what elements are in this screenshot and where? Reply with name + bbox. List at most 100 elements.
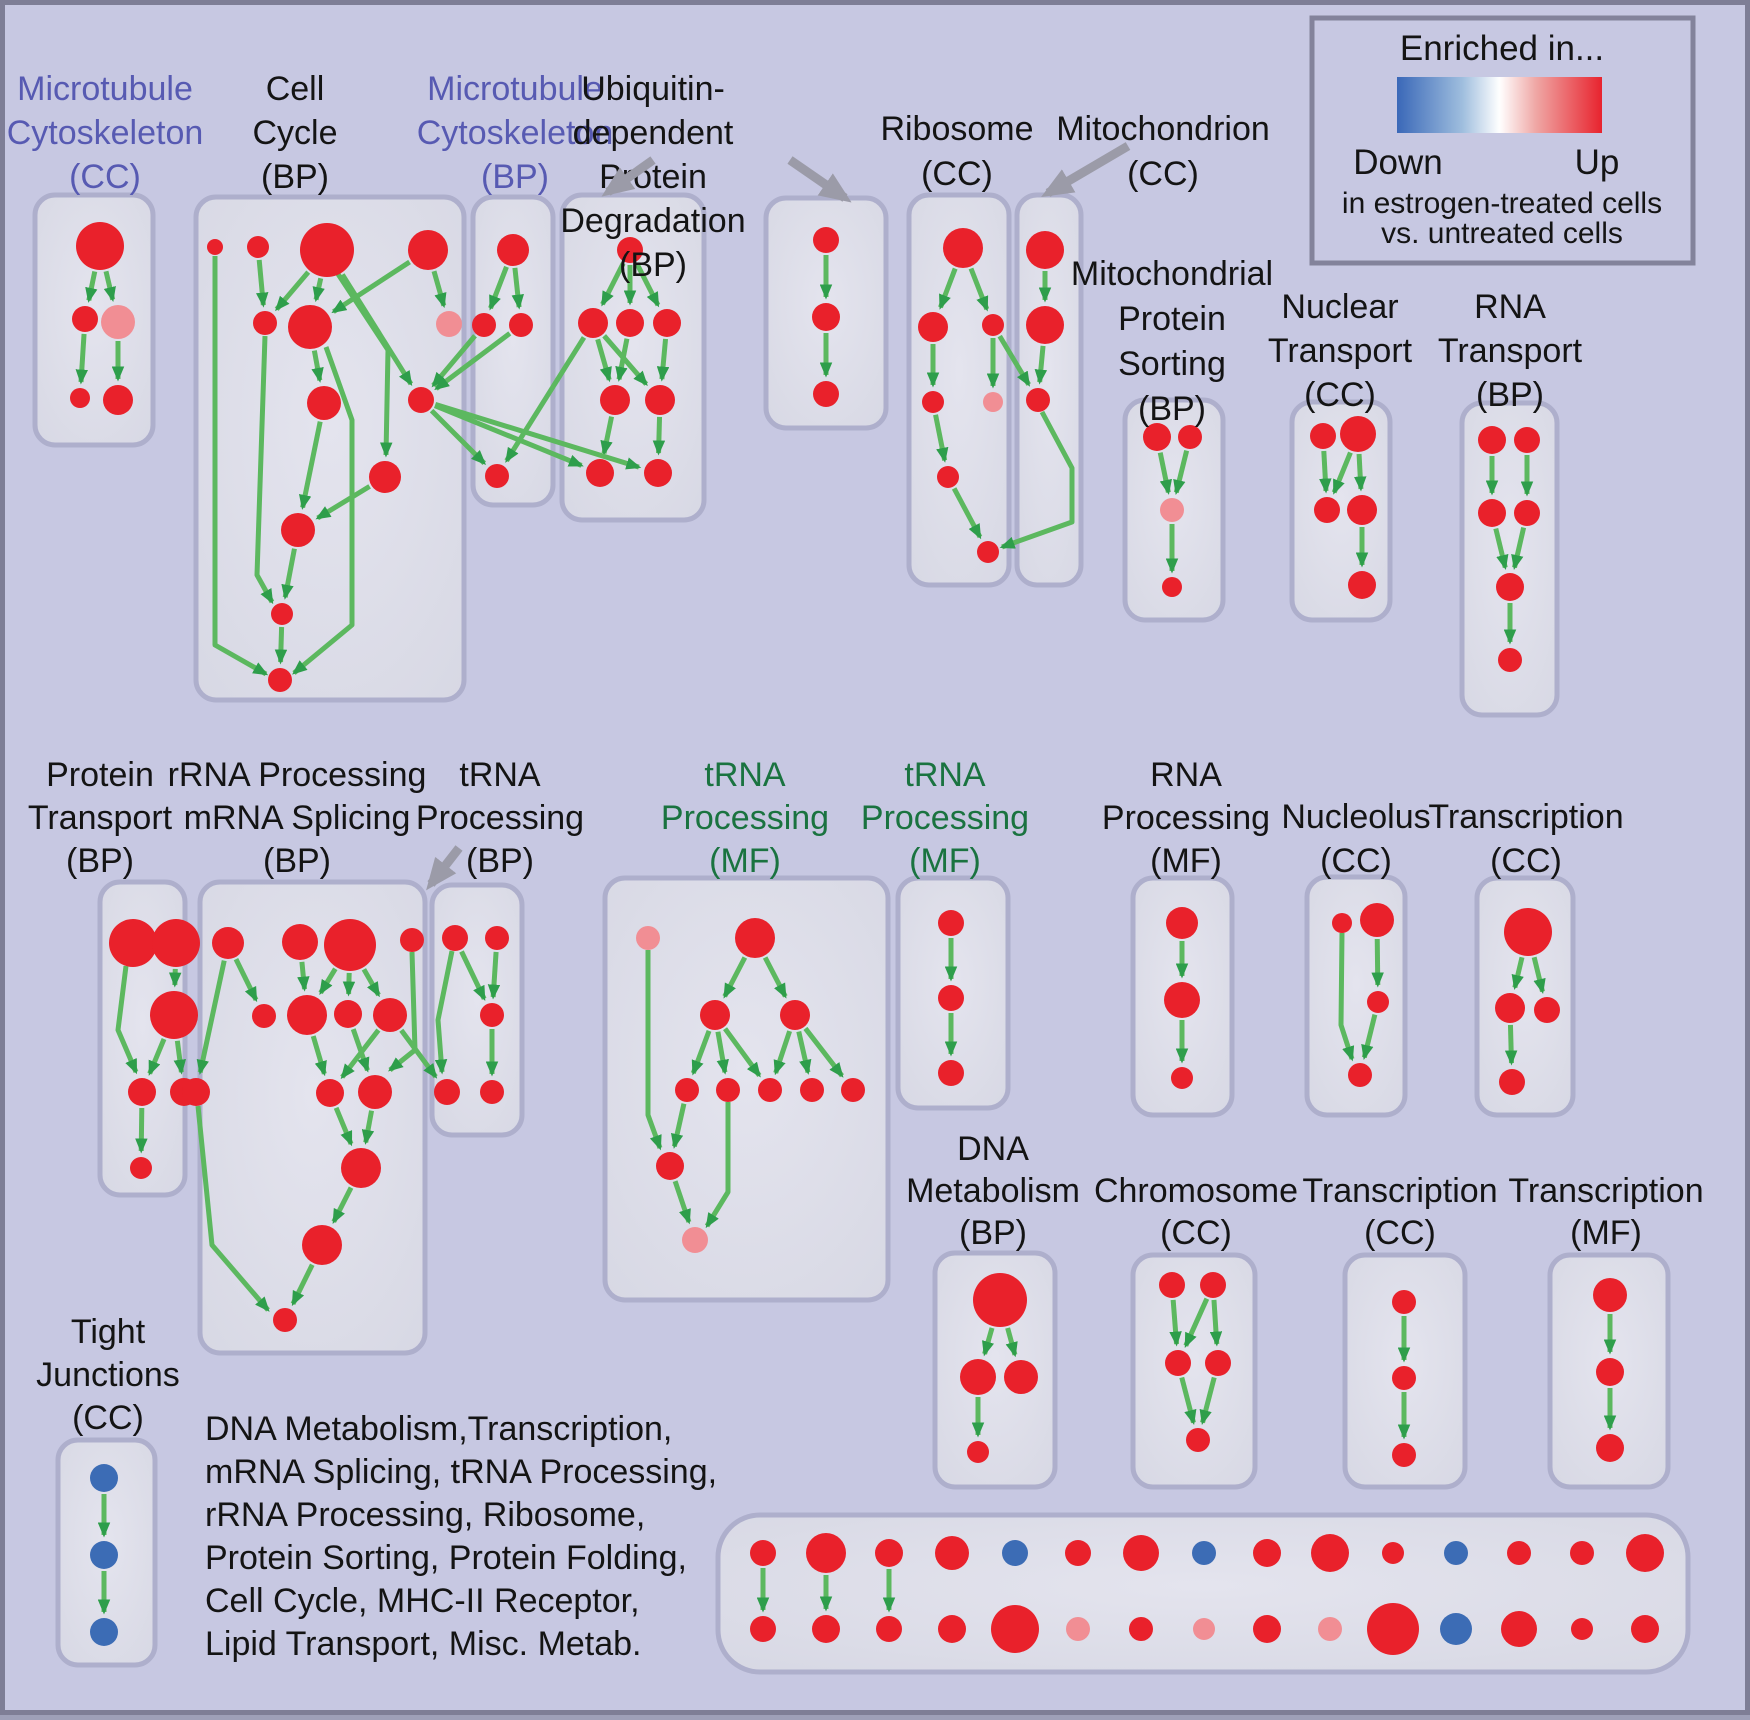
go-term-node-rrna-t0 (212, 927, 244, 959)
go-term-node-txcc-t (1504, 908, 1552, 956)
legend-up-label: Up (1575, 143, 1620, 182)
go-term-node-cc-a (207, 239, 223, 255)
go-term-node-trmf-ma (700, 1000, 730, 1030)
go-term-node-rrna-mb (287, 995, 327, 1035)
edge-arrow (1377, 939, 1378, 985)
go-term-node-chr-b (1186, 1428, 1210, 1452)
go-term-node-rnap-b (1164, 982, 1200, 1018)
go-term-node-trmf-b3 (758, 1078, 782, 1102)
go-term-node-dnam-b (967, 1441, 989, 1463)
legend-down-label: Down (1353, 143, 1442, 182)
go-term-node-mtbp-b1 (485, 464, 509, 488)
go-term-node-rnap-c (1171, 1067, 1193, 1089)
go-term-node-bb-b5 (991, 1605, 1039, 1653)
go-term-node-mito-x (1026, 388, 1050, 412)
go-term-node-rib-bm (977, 541, 999, 563)
edge-arrow (1510, 1025, 1511, 1063)
edge-arrow (1040, 346, 1043, 382)
go-term-node-nuc-b (1348, 1063, 1372, 1087)
edge-arrow (1359, 454, 1361, 489)
go-term-node-tj-c (90, 1618, 118, 1646)
go-term-node-trmf-b4 (800, 1078, 824, 1102)
go-term-node-txcc-m2 (1534, 997, 1560, 1023)
go-term-node-rrna-ma (252, 1004, 276, 1028)
go-term-node-bb-b12 (1440, 1613, 1472, 1645)
go-term-node-ua-b1 (586, 459, 614, 487)
edge-arrow (1173, 1300, 1176, 1344)
go-term-node-trbp-b2 (480, 1080, 504, 1104)
go-term-node-trmf-p1 (636, 926, 660, 950)
go-term-node-trbp-b1 (434, 1079, 460, 1105)
go-term-node-bb-b8 (1193, 1618, 1215, 1640)
go-term-node-dnam-t (973, 1273, 1027, 1327)
go-term-node-bb-b14 (1571, 1618, 1593, 1640)
go-term-node-bb-t7 (1123, 1535, 1159, 1571)
edge-arrow (349, 973, 350, 994)
go-term-node-nt-b (1348, 571, 1376, 599)
go-term-node-rrna-la (316, 1079, 344, 1107)
go-term-node-nt-t1 (1310, 423, 1336, 449)
go-term-node-mtcc-n5 (103, 385, 133, 415)
go-term-node-bb-b7 (1129, 1617, 1153, 1641)
edge-arrow (302, 962, 305, 989)
go-term-node-rrna-md (373, 998, 407, 1032)
go-term-node-bb-t8 (1192, 1541, 1216, 1565)
go-term-node-trmf2-a (938, 910, 964, 936)
go-term-node-rrna-mc (334, 1000, 362, 1028)
go-term-node-txcc2-b (1392, 1366, 1416, 1390)
go-term-node-trbp-t2 (485, 926, 509, 950)
legend-subtitle-line2: vs. untreated cells (1381, 217, 1623, 250)
go-term-node-rrna-t1 (282, 924, 318, 960)
go-term-node-ua-b2 (644, 459, 672, 487)
go-term-node-pt-l1 (128, 1078, 156, 1106)
go-term-node-nuc-s (1332, 913, 1352, 933)
go-term-node-dnam-m2 (1004, 1360, 1038, 1394)
go-term-node-ua-m3 (653, 309, 681, 337)
go-term-node-txmf-a (1593, 1278, 1627, 1312)
go-term-node-bb-t2 (806, 1533, 846, 1573)
edge-arrow (659, 417, 660, 453)
go-term-node-chr-t1 (1159, 1272, 1185, 1298)
edge-arrow (1214, 1300, 1217, 1344)
go-term-node-pt-m (150, 991, 198, 1039)
go-term-node-bb-t12 (1444, 1541, 1468, 1565)
go-term-node-chr-m2 (1205, 1350, 1231, 1376)
go-term-node-bb-b9 (1253, 1615, 1281, 1643)
go-term-node-ua-l1 (600, 385, 630, 415)
go-term-node-rrna-t3 (400, 928, 424, 952)
go-term-node-bb-b4 (938, 1615, 966, 1643)
go-term-node-bb-t9 (1253, 1539, 1281, 1567)
go-term-node-chr-t2 (1200, 1272, 1226, 1298)
go-term-node-mps-b (1162, 577, 1182, 597)
go-term-node-cc-d (408, 230, 448, 270)
go-term-node-cc-g (436, 311, 462, 337)
go-term-node-trmf2-b (938, 985, 964, 1011)
go-term-node-txcc-m1 (1495, 993, 1525, 1023)
go-term-node-mtbp-t (497, 234, 529, 266)
go-term-node-trbp-m (480, 1003, 504, 1027)
cluster-box-bb (718, 1515, 1688, 1672)
go-term-node-txcc-b (1499, 1069, 1525, 1095)
go-term-node-trmf-mb (780, 1000, 810, 1030)
go-term-node-rrna-g2 (302, 1225, 342, 1265)
go-term-node-ub-u2 (812, 303, 840, 331)
go-term-node-trmf-pb (682, 1227, 708, 1253)
go-term-node-tj-b (90, 1541, 118, 1569)
go-term-node-cc-b (247, 236, 269, 258)
go-term-node-trmf-b2 (716, 1078, 740, 1102)
go-term-node-rrna-lb (358, 1075, 392, 1109)
go-term-node-rt-m2 (1514, 500, 1540, 526)
legend-gradient-bar (1397, 77, 1602, 133)
go-term-node-nt-t2 (1340, 416, 1376, 452)
go-term-node-trbp-t1 (442, 925, 468, 951)
go-term-node-rt-m1 (1478, 499, 1506, 527)
go-term-node-ua-l2 (645, 385, 675, 415)
go-term-node-rt-b (1498, 648, 1522, 672)
go-term-node-rrna-l0 (182, 1078, 210, 1106)
go-term-node-bb-t15 (1626, 1534, 1664, 1572)
go-term-node-mtbp-m2 (509, 313, 533, 337)
go-term-node-txcc2-a (1392, 1290, 1416, 1314)
go-term-node-bb-b2 (812, 1615, 840, 1643)
go-term-node-mtcc-n4 (70, 388, 90, 408)
